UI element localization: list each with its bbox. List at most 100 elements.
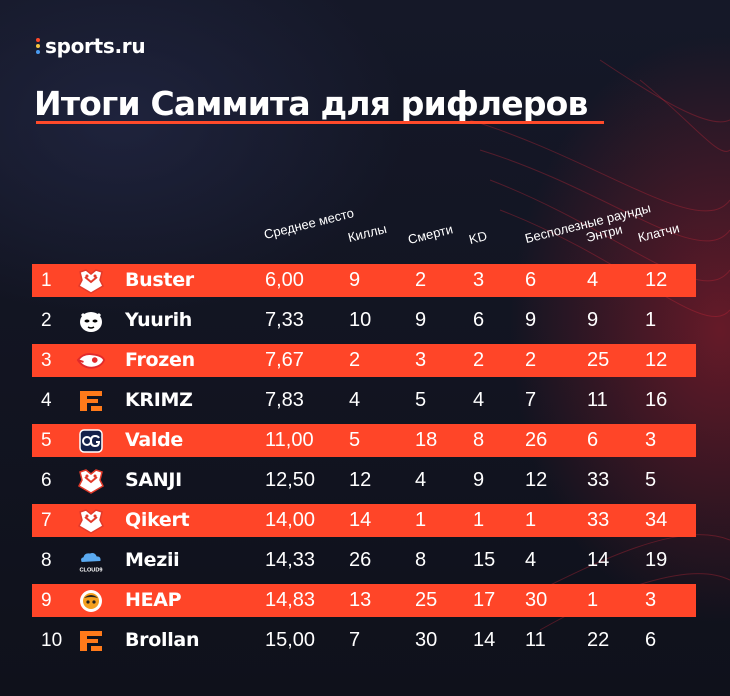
kills-cell: 26 — [349, 549, 372, 571]
kd-cell: 15 — [473, 549, 496, 571]
table-row: 2 Yuurih 7,33 10 9 6 9 9 1 — [32, 304, 696, 337]
kills-cell: 14 — [349, 509, 372, 531]
player-name: HEAP — [125, 589, 182, 611]
deaths-cell: 3 — [415, 349, 427, 371]
kd-cell: 9 — [473, 469, 485, 491]
clutch-cell: 12 — [645, 269, 668, 291]
clutch-cell: 1 — [645, 309, 657, 331]
entry-cell: 14 — [587, 549, 610, 571]
kills-cell: 7 — [349, 629, 361, 651]
fnatic-logo-icon — [76, 627, 106, 654]
player-name: Valde — [125, 429, 183, 451]
player-name: Frozen — [125, 349, 195, 371]
heap-logo-icon — [76, 587, 106, 614]
mousesports-logo-icon — [76, 347, 106, 374]
kills-cell: 12 — [349, 469, 372, 491]
useless-rounds-cell: 26 — [525, 429, 548, 451]
player-name: Mezii — [125, 549, 180, 571]
brand-dot-yellow — [36, 44, 40, 48]
deaths-cell: 1 — [415, 509, 427, 531]
useless-rounds-cell: 1 — [525, 509, 537, 531]
og-logo-icon — [76, 427, 106, 454]
entry-cell: 25 — [587, 349, 610, 371]
entry-cell: 33 — [587, 469, 610, 491]
avg-place-cell: 15,00 — [265, 629, 316, 651]
avg-place-cell: 11,00 — [265, 429, 314, 451]
kd-cell: 1 — [473, 509, 485, 531]
avg-place-cell: 7,83 — [265, 389, 304, 411]
clutch-cell: 6 — [645, 629, 657, 651]
deaths-cell: 5 — [415, 389, 427, 411]
rank-cell: 4 — [41, 390, 52, 411]
entry-cell: 9 — [587, 309, 599, 331]
rank-cell: 6 — [41, 470, 52, 491]
title-underline — [36, 121, 604, 124]
rank-cell: 9 — [41, 590, 52, 611]
table-row: 10 Brollan 15,00 7 30 14 11 22 6 — [32, 624, 696, 657]
fnatic-logo-icon — [76, 387, 106, 414]
rank-cell: 3 — [41, 350, 52, 371]
player-name: Yuurih — [125, 309, 193, 331]
kd-cell: 6 — [473, 309, 485, 331]
useless-rounds-cell: 6 — [525, 269, 537, 291]
useless-rounds-cell: 4 — [525, 549, 537, 571]
kd-cell: 3 — [473, 269, 485, 291]
avg-place-cell: 7,33 — [265, 309, 304, 331]
avg-place-cell: 6,00 — [265, 269, 304, 291]
useless-rounds-cell: 7 — [525, 389, 537, 411]
clutch-cell: 5 — [645, 469, 657, 491]
virtus-pro-logo-icon — [76, 467, 106, 494]
page-title: Итоги Саммита для рифлеров — [34, 84, 588, 123]
useless-rounds-cell: 11 — [525, 629, 546, 651]
svg-text:CLOUD9: CLOUD9 — [79, 567, 102, 573]
kd-cell: 2 — [473, 349, 485, 371]
player-name: Buster — [125, 269, 194, 291]
furia-logo-icon — [76, 307, 106, 334]
kills-cell: 4 — [349, 389, 361, 411]
table-row: 6 SANJI 12,50 12 4 9 12 33 5 — [32, 464, 696, 497]
virtus-pro-logo-icon — [76, 507, 106, 534]
deaths-cell: 25 — [415, 589, 438, 611]
avg-place-cell: 7,67 — [265, 349, 304, 371]
entry-cell: 4 — [587, 269, 599, 291]
clutch-cell: 3 — [645, 589, 657, 611]
rank-cell: 1 — [41, 270, 52, 291]
useless-rounds-cell: 12 — [525, 469, 548, 491]
clutch-cell: 34 — [645, 509, 668, 531]
deaths-cell: 8 — [415, 549, 427, 571]
rank-cell: 7 — [41, 510, 52, 531]
useless-rounds-cell: 30 — [525, 589, 548, 611]
kd-cell: 8 — [473, 429, 485, 451]
kd-cell: 4 — [473, 389, 485, 411]
player-name: SANJI — [125, 469, 182, 491]
clutch-cell: 3 — [645, 429, 657, 451]
entry-cell: 33 — [587, 509, 610, 531]
table-row: 1 Buster 6,00 9 2 3 6 4 12 — [32, 264, 696, 297]
brand-dot-blue — [36, 50, 40, 54]
kills-cell: 2 — [349, 349, 361, 371]
entry-cell: 11 — [587, 389, 608, 411]
deaths-cell: 2 — [415, 269, 427, 291]
deaths-cell: 9 — [415, 309, 427, 331]
kd-cell: 17 — [473, 589, 496, 611]
kd-cell: 14 — [473, 629, 496, 651]
player-name: Brollan — [125, 629, 200, 651]
deaths-cell: 4 — [415, 469, 427, 491]
cloud9-logo-icon: CLOUD9 — [76, 547, 106, 574]
rank-cell: 5 — [41, 430, 52, 451]
brand-dots-icon — [36, 38, 40, 54]
kills-cell: 5 — [349, 429, 361, 451]
rank-cell: 8 — [41, 550, 52, 571]
clutch-cell: 16 — [645, 389, 668, 411]
brand-name: sports.ru — [45, 34, 146, 58]
kills-cell: 13 — [349, 589, 372, 611]
player-name: Qikert — [125, 509, 190, 531]
entry-cell: 22 — [587, 629, 610, 651]
useless-rounds-cell: 9 — [525, 309, 537, 331]
useless-rounds-cell: 2 — [525, 349, 537, 371]
rank-cell: 2 — [41, 310, 52, 331]
clutch-cell: 19 — [645, 549, 668, 571]
table-row: 4 KRIMZ 7,83 4 5 4 7 11 16 — [32, 384, 696, 417]
kills-cell: 10 — [349, 309, 372, 331]
deaths-cell: 18 — [415, 429, 438, 451]
